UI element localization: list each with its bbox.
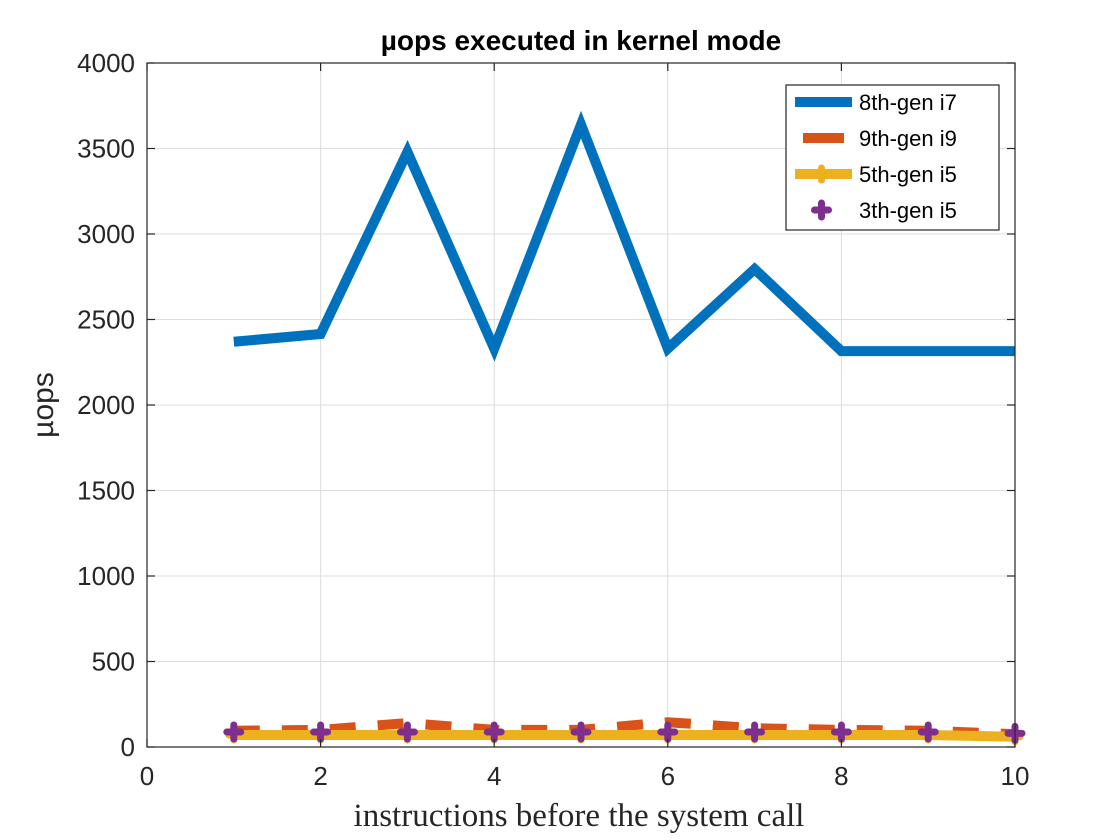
y-tick-label: 4000: [77, 48, 135, 78]
x-tick-label: 4: [487, 761, 501, 791]
legend-label: 5th-gen i5: [859, 162, 957, 187]
series-8th-gen-i7: [233, 110, 1015, 362]
series-3th-gen-i5-point: [570, 721, 592, 743]
y-axis: 0 500 1000 1500 2000 2500 3000 3500 4000: [77, 48, 1015, 762]
series-3th-gen-i5-point: [396, 721, 418, 743]
y-tick-label: 500: [92, 647, 135, 677]
series-3th-gen-i5-point: [223, 721, 245, 743]
y-tick-label: 0: [121, 732, 135, 762]
y-tick-label: 1000: [77, 561, 135, 591]
legend-label: 3th-gen i5: [859, 198, 957, 223]
series-5th-gen-i5: [225, 726, 1024, 746]
series-3th-gen-i5-point: [310, 721, 332, 743]
legend-label: 9th-gen i9: [859, 126, 957, 151]
y-axis-label: µops: [27, 372, 60, 438]
legend-entry-3th-gen-i5: 3th-gen i5: [811, 198, 957, 223]
grid-lines: [147, 63, 1015, 747]
y-tick-label: 1500: [77, 476, 135, 506]
series-5th-gen-i5-line: [233, 730, 1016, 742]
series-9th-gen-i9: [233, 717, 1016, 740]
legend-label: 8th-gen i7: [859, 90, 957, 115]
x-tick-label: 8: [834, 761, 848, 791]
x-tick-label: 0: [140, 761, 154, 791]
legend-marker: [811, 199, 832, 221]
legend-entry-9th-gen-i9: 9th-gen i9: [803, 126, 957, 151]
series-3th-gen-i5-point: [657, 721, 679, 743]
series-8th-gen-i7-line: [233, 110, 1015, 362]
y-tick-label: 2500: [77, 305, 135, 335]
legend-entry-8th-gen-i7: 8th-gen i7: [795, 90, 957, 115]
series-3th-gen-i5-point: [744, 721, 766, 743]
x-tick-label: 2: [313, 761, 327, 791]
x-tick-label: 10: [1001, 761, 1030, 791]
legend: 8th-gen i7 9th-gen i9 5th-gen i5 3th-gen i5: [785, 84, 1000, 231]
legend-entry-5th-gen-i5: 5th-gen i5: [795, 162, 957, 187]
x-tick-label: 6: [661, 761, 675, 791]
y-tick-label: 2000: [77, 390, 135, 420]
series-3th-gen-i5-point: [917, 721, 939, 743]
series-9th-gen-i9-line: [233, 717, 1016, 740]
x-axis: 0 2 4 6 8 10: [140, 63, 1030, 791]
y-tick-label: 3500: [77, 134, 135, 164]
x-axis-label: instructions before the system call: [354, 798, 805, 834]
legend-marker: [812, 164, 831, 184]
series-3th-gen-i5-point: [483, 721, 505, 743]
chart-title: µops executed in kernel mode: [381, 25, 781, 56]
series-3th-gen-i5: [223, 721, 1026, 744]
series-3th-gen-i5-point: [830, 721, 852, 743]
y-tick-label: 3000: [77, 219, 135, 249]
